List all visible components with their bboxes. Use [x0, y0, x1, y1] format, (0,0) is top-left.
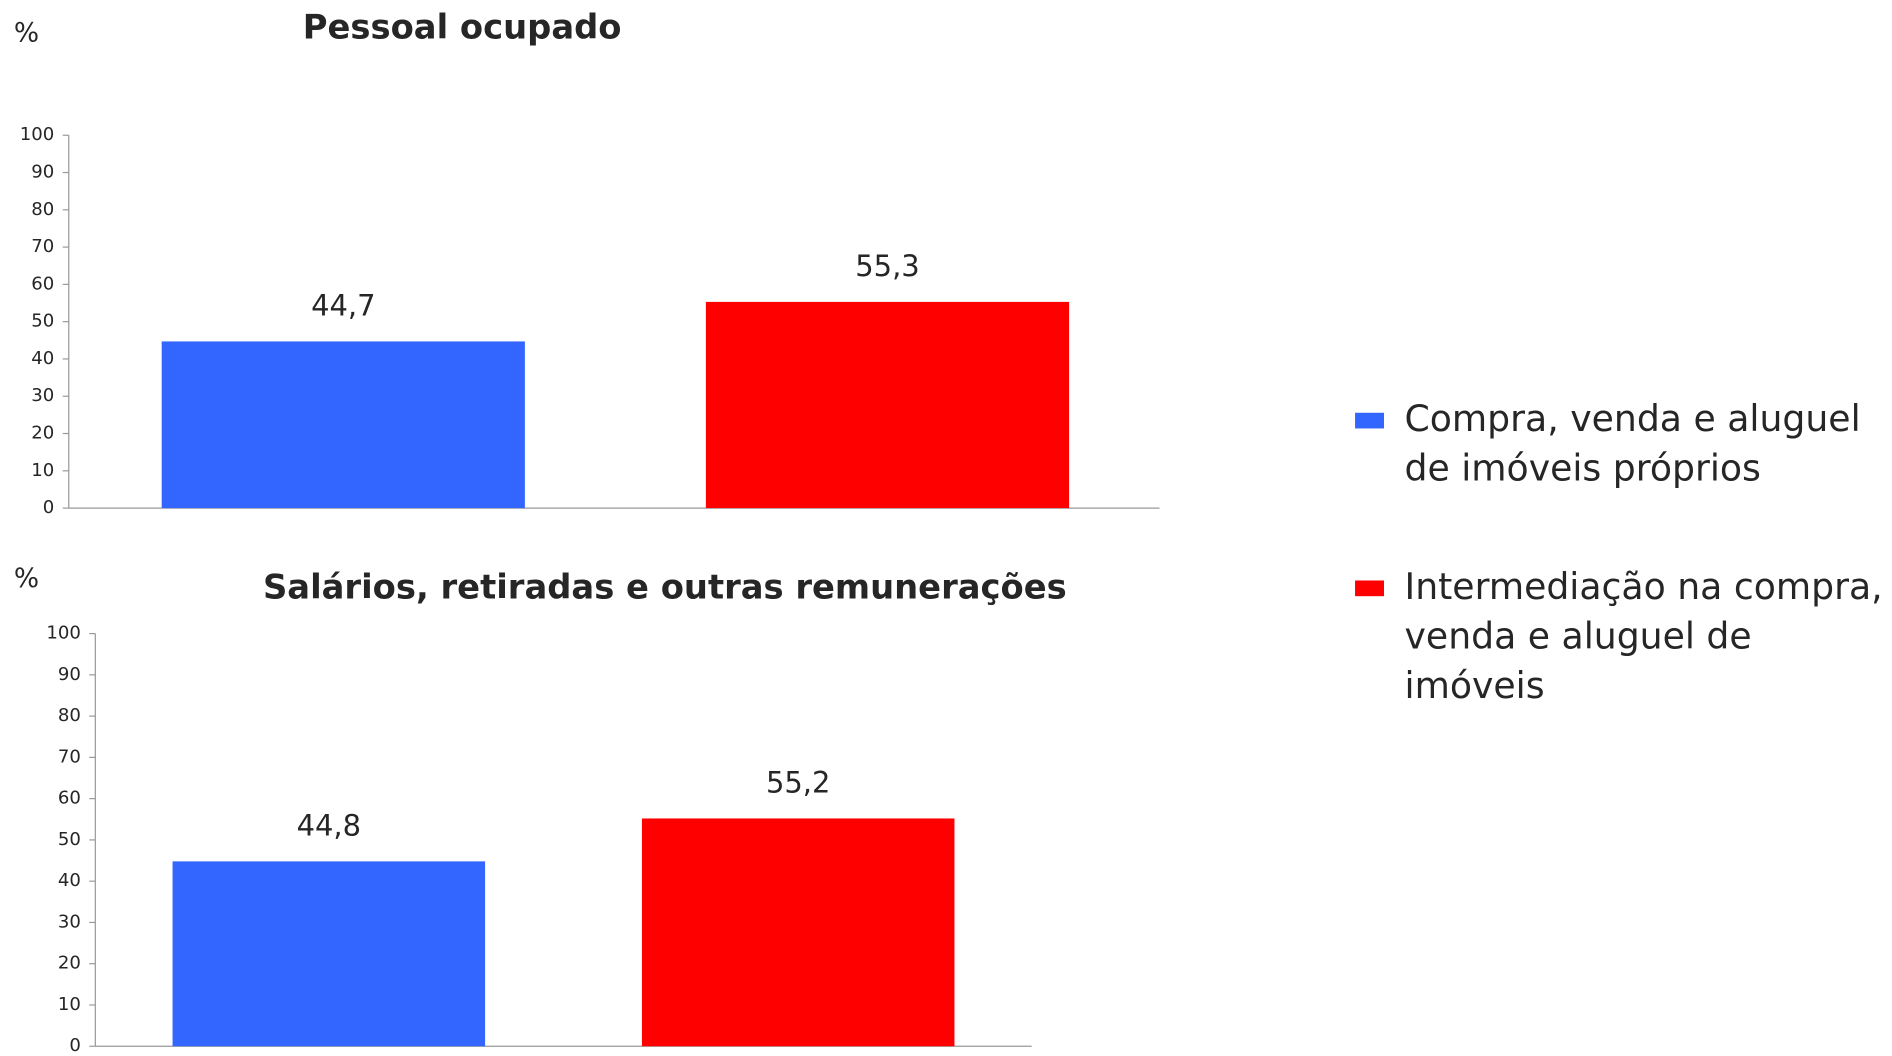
y-tick-label: 30	[31, 385, 54, 406]
legend-label: Intermediação na compra, venda e aluguel …	[1405, 565, 1883, 707]
y-tick-label: 80	[58, 705, 81, 726]
y-tick-label: 30	[58, 911, 81, 932]
y-tick-label: 40	[58, 870, 81, 891]
y-tick-label: 70	[58, 746, 81, 767]
y-tick-label: 60	[58, 788, 81, 809]
y-tick-label: 50	[31, 311, 54, 332]
data-label: 55,2	[766, 766, 830, 800]
y-tick-label: 50	[58, 829, 81, 850]
y-tick-label: 0	[43, 497, 55, 518]
y-tick-label: 100	[46, 623, 81, 644]
legend-swatch	[1355, 580, 1385, 597]
y-tick-label: 90	[31, 162, 54, 183]
y-axis-unit: %	[14, 563, 39, 594]
legend-label: Compra, venda e aluguel de imóveis própri…	[1405, 397, 1861, 489]
y-tick-label: 10	[31, 460, 54, 481]
y-tick-label: 80	[31, 199, 54, 220]
chart-title: Salários, retiradas e outras remuneraçõe…	[263, 567, 1067, 606]
y-tick-label: 40	[31, 348, 54, 369]
data-label: 44,7	[311, 289, 375, 323]
data-label: 55,3	[855, 249, 919, 283]
legend-swatch	[1355, 412, 1385, 429]
chart-title: Pessoal ocupado	[303, 8, 622, 47]
y-tick-label: 0	[69, 1035, 81, 1056]
bar	[641, 818, 955, 1047]
y-tick-label: 10	[58, 994, 81, 1015]
data-label: 44,8	[297, 809, 361, 843]
bar	[172, 861, 486, 1047]
y-tick-label: 70	[31, 236, 54, 257]
bar	[705, 301, 1070, 509]
y-tick-label: 90	[58, 664, 81, 685]
bar	[161, 341, 525, 509]
y-tick-label: 60	[31, 273, 54, 294]
y-axis-unit: %	[14, 17, 39, 48]
y-tick-label: 20	[58, 953, 81, 974]
y-tick-label: 20	[31, 423, 54, 444]
y-tick-label: 100	[20, 124, 55, 145]
